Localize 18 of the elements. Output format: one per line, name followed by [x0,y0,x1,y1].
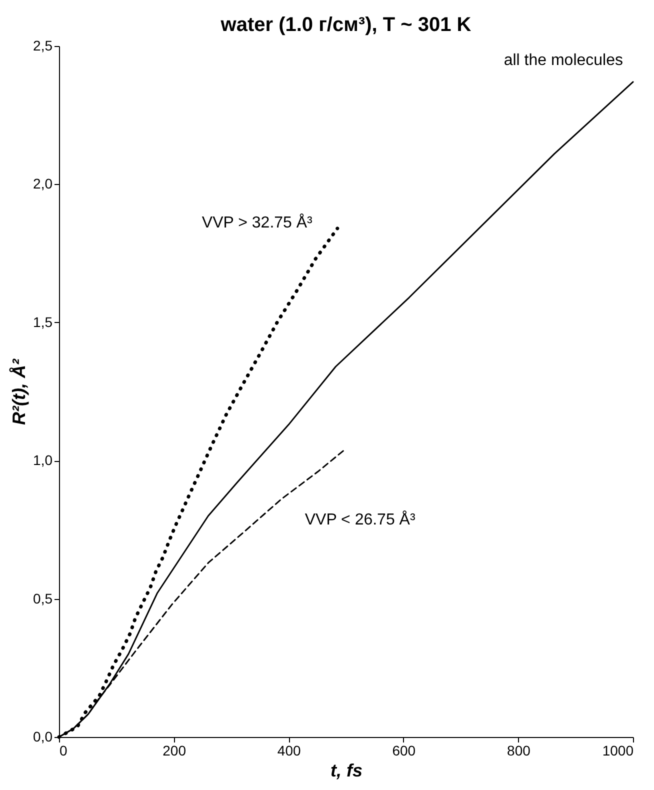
y-tick-label: 2,0 [33,176,53,192]
x-tick-label: 400 [277,742,301,758]
x-axis-title: t, fs [330,760,363,780]
series-label: VVP < 26.75 Å³ [304,510,416,529]
y-tick-label: 2,5 [33,38,53,54]
y-axis-title: R²(t), Å² [9,358,30,425]
series-label: all the molecules [504,52,623,69]
x-tick-label: 800 [507,742,531,758]
x-tick-label: 1000 [602,742,634,758]
x-tick-label: 200 [162,742,186,758]
y-tick-label: 0,5 [33,590,53,606]
series-label: VVP > 32.75 Å³ [202,213,314,232]
y-tick-label: 1,0 [33,452,53,468]
x-tick-label: 600 [392,742,416,758]
chart-title: water (1.0 г/см³), T ~ 301 K [220,14,472,36]
y-tick-label: 0,0 [33,728,53,744]
y-tick-label: 1,5 [33,314,53,330]
x-tick-label: 0 [60,742,68,758]
